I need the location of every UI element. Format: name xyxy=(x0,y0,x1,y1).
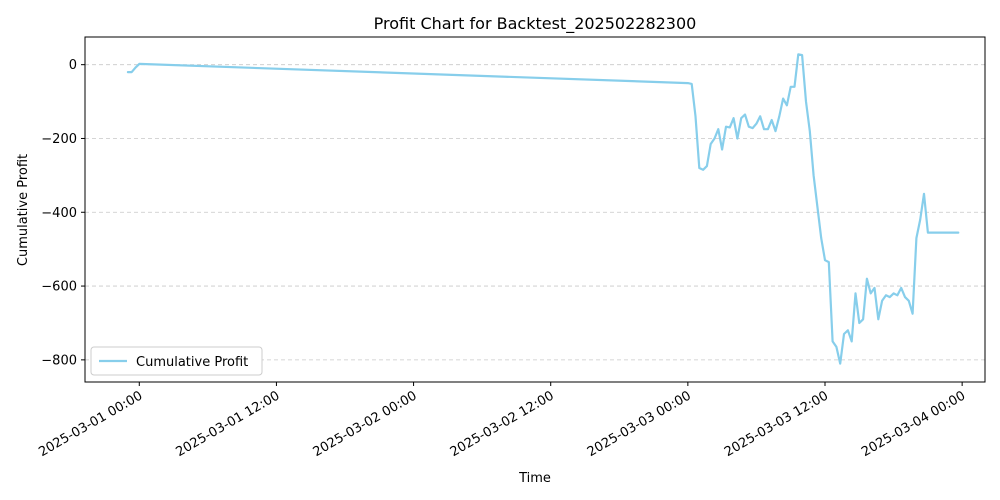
plot-frame xyxy=(84,36,986,383)
x-tick-label: 2025-03-02 00:00 xyxy=(311,388,420,460)
x-axis-label: Time xyxy=(518,471,551,486)
y-tick-label: 0 xyxy=(69,58,77,73)
series-line-cumulative-profit xyxy=(126,53,960,365)
y-tick-label: −200 xyxy=(41,132,77,147)
x-tick-label: 2025-03-02 12:00 xyxy=(448,388,557,460)
x-axis: 2025-03-01 00:00 2025-03-01 12:00 2025-03-… xyxy=(36,382,968,460)
x-tick-label: 2025-03-04 00:00 xyxy=(859,388,968,460)
x-tick-label: 2025-03-01 00:00 xyxy=(36,388,145,460)
x-tick-label: 2025-03-03 12:00 xyxy=(722,388,831,460)
legend-entry-label: Cumulative Profit xyxy=(136,355,248,370)
x-tick-label: 2025-03-03 00:00 xyxy=(585,388,694,460)
x-tick-label: 2025-03-01 12:00 xyxy=(173,388,282,460)
chart-title: Profit Chart for Backtest_202502282300 xyxy=(374,14,697,34)
series-layer xyxy=(126,53,960,365)
y-axis: 0 −200 −400 −600 −800 xyxy=(41,58,85,368)
legend: Cumulative Profit xyxy=(90,346,263,376)
y-axis-label: Cumulative Profit xyxy=(16,154,31,266)
y-tick-label: −400 xyxy=(41,206,77,221)
y-tick-label: −800 xyxy=(41,353,77,368)
legend-box xyxy=(90,346,263,376)
grid-layer xyxy=(85,64,985,361)
y-tick-label: −600 xyxy=(41,280,77,295)
